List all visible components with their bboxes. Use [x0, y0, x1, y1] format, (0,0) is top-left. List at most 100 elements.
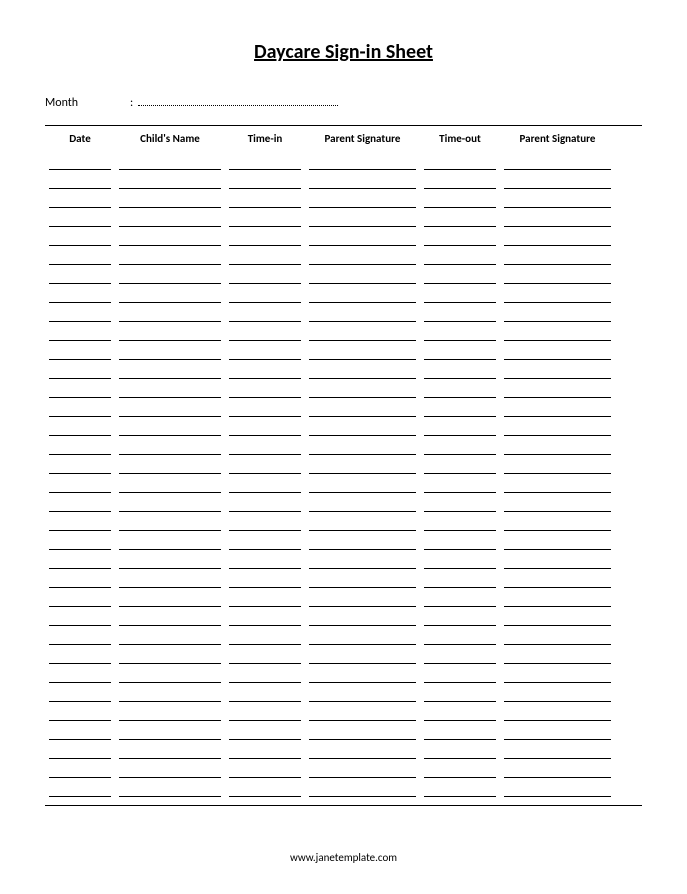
cell-parent-sig-out: [504, 251, 611, 265]
cell-parent-sig-in: [309, 270, 416, 284]
cell-time-in: [229, 194, 301, 208]
cell-child-name: [119, 574, 221, 588]
cell-child-name: [119, 441, 221, 455]
table-row: [45, 208, 642, 227]
cell-time-in: [229, 631, 301, 645]
cell-parent-sig-out: [504, 555, 611, 569]
cell-parent-sig-in: [309, 156, 416, 170]
cell-time-out: [424, 536, 496, 550]
cell-child-name: [119, 194, 221, 208]
cell-child-name: [119, 346, 221, 360]
cell-time-in: [229, 213, 301, 227]
table-row: [45, 151, 642, 170]
cell-time-in: [229, 669, 301, 683]
table-row: [45, 284, 642, 303]
cell-parent-sig-in: [309, 232, 416, 246]
cell-time-out: [424, 631, 496, 645]
table-row: [45, 626, 642, 645]
cell-parent-sig-out: [504, 726, 611, 740]
cell-parent-sig-out: [504, 289, 611, 303]
cell-parent-sig-out: [504, 707, 611, 721]
cell-time-out: [424, 574, 496, 588]
cell-time-out: [424, 346, 496, 360]
cell-child-name: [119, 289, 221, 303]
cell-date: [49, 194, 111, 208]
cell-date: [49, 251, 111, 265]
cell-parent-sig-out: [504, 650, 611, 664]
cell-time-in: [229, 175, 301, 189]
cell-child-name: [119, 783, 221, 797]
cell-time-out: [424, 745, 496, 759]
table-row: [45, 664, 642, 683]
cell-time-out: [424, 156, 496, 170]
cell-parent-sig-out: [504, 213, 611, 227]
cell-time-in: [229, 707, 301, 721]
cell-parent-sig-in: [309, 517, 416, 531]
cell-parent-sig-in: [309, 764, 416, 778]
cell-child-name: [119, 555, 221, 569]
cell-parent-sig-in: [309, 346, 416, 360]
cell-date: [49, 498, 111, 512]
cell-date: [49, 631, 111, 645]
cell-date: [49, 764, 111, 778]
cell-date: [49, 745, 111, 759]
cell-child-name: [119, 270, 221, 284]
cell-parent-sig-in: [309, 631, 416, 645]
table-row: [45, 265, 642, 284]
cell-child-name: [119, 460, 221, 474]
cell-parent-sig-out: [504, 745, 611, 759]
cell-parent-sig-out: [504, 441, 611, 455]
cell-child-name: [119, 517, 221, 531]
cell-time-out: [424, 270, 496, 284]
cell-child-name: [119, 631, 221, 645]
header-time-out: Time-out: [420, 132, 500, 145]
table-row: [45, 455, 642, 474]
cell-date: [49, 270, 111, 284]
cell-parent-sig-in: [309, 422, 416, 436]
cell-time-out: [424, 441, 496, 455]
cell-parent-sig-out: [504, 175, 611, 189]
month-field-row: Month :: [45, 94, 642, 110]
cell-child-name: [119, 327, 221, 341]
cell-time-in: [229, 365, 301, 379]
cell-child-name: [119, 213, 221, 227]
footer-url: www.janetemplate.com: [45, 851, 642, 864]
month-label: Month: [45, 96, 130, 110]
cell-parent-sig-in: [309, 555, 416, 569]
cell-parent-sig-in: [309, 194, 416, 208]
cell-date: [49, 156, 111, 170]
cell-parent-sig-out: [504, 156, 611, 170]
cell-time-out: [424, 612, 496, 626]
cell-parent-sig-in: [309, 783, 416, 797]
table-row: [45, 474, 642, 493]
table-row: [45, 227, 642, 246]
cell-parent-sig-in: [309, 612, 416, 626]
table-row: [45, 360, 642, 379]
cell-parent-sig-out: [504, 422, 611, 436]
cell-date: [49, 669, 111, 683]
cell-parent-sig-in: [309, 308, 416, 322]
cell-parent-sig-in: [309, 441, 416, 455]
cell-parent-sig-in: [309, 650, 416, 664]
cell-time-in: [229, 441, 301, 455]
cell-time-in: [229, 270, 301, 284]
cell-parent-sig-out: [504, 460, 611, 474]
cell-time-in: [229, 289, 301, 303]
table-row: [45, 379, 642, 398]
cell-child-name: [119, 251, 221, 265]
table-row: [45, 170, 642, 189]
cell-time-in: [229, 517, 301, 531]
cell-parent-sig-out: [504, 403, 611, 417]
cell-parent-sig-out: [504, 631, 611, 645]
cell-date: [49, 346, 111, 360]
cell-date: [49, 726, 111, 740]
cell-child-name: [119, 612, 221, 626]
cell-time-in: [229, 384, 301, 398]
table-row: [45, 493, 642, 512]
cell-time-out: [424, 194, 496, 208]
table-row: [45, 569, 642, 588]
cell-parent-sig-in: [309, 289, 416, 303]
cell-parent-sig-in: [309, 327, 416, 341]
cell-time-out: [424, 384, 496, 398]
cell-time-in: [229, 156, 301, 170]
